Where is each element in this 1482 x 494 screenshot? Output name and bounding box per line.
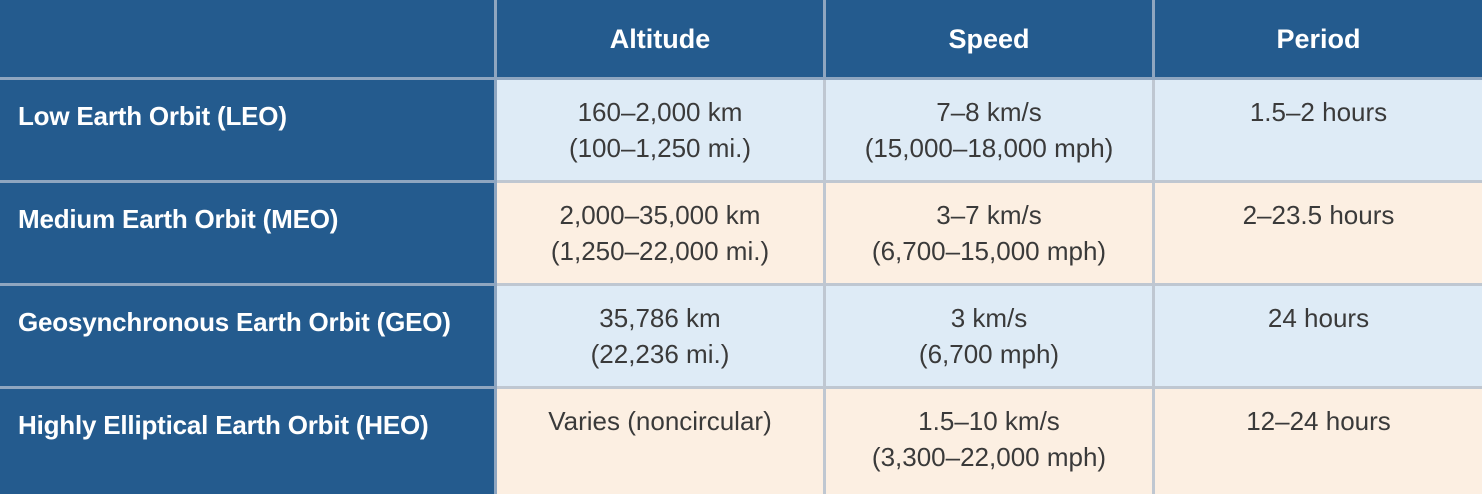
row-label-leo: Low Earth Orbit (LEO) (0, 80, 497, 183)
header-altitude: Altitude (497, 0, 826, 80)
period-value: 1.5–2 hours (1249, 97, 1388, 127)
row-label-geo: Geosynchronous Earth Orbit (GEO) (0, 286, 497, 389)
speed-kms: 1.5–10 km/s (918, 406, 1060, 436)
speed-kms: 3 km/s (950, 303, 1028, 333)
speed-kms: 7–8 km/s (936, 97, 1042, 127)
period-cell-heo: 12–24 hours (1155, 389, 1482, 494)
period-cell-leo: 1.5–2 hours (1155, 80, 1482, 183)
altitude-cell-meo: 2,000–35,000 km (1,250–22,000 mi.) (497, 183, 826, 286)
speed-kms: 3–7 km/s (936, 200, 1042, 230)
speed-mph: (15,000–18,000 mph) (864, 133, 1114, 163)
period-value: 12–24 hours (1246, 406, 1391, 436)
speed-cell-meo: 3–7 km/s (6,700–15,000 mph) (826, 183, 1155, 286)
altitude-km: 2,000–35,000 km (559, 200, 761, 230)
altitude-km: 35,786 km (599, 303, 721, 333)
period-value: 24 hours (1267, 303, 1370, 333)
altitude-cell-geo: 35,786 km (22,236 mi.) (497, 286, 826, 389)
altitude-cell-heo: Varies (noncircular) (497, 389, 826, 494)
altitude-mi: (100–1,250 mi.) (568, 133, 752, 163)
altitude-mi: (22,236 mi.) (590, 339, 730, 369)
speed-mph: (3,300–22,000 mph) (871, 442, 1107, 472)
header-corner-cell (0, 0, 497, 80)
speed-cell-heo: 1.5–10 km/s (3,300–22,000 mph) (826, 389, 1155, 494)
speed-mph: (6,700–15,000 mph) (871, 236, 1107, 266)
altitude-mi: (1,250–22,000 mi.) (550, 236, 770, 266)
speed-cell-geo: 3 km/s (6,700 mph) (826, 286, 1155, 389)
header-period: Period (1155, 0, 1482, 80)
period-value: 2–23.5 hours (1242, 200, 1395, 230)
row-label-meo: Medium Earth Orbit (MEO) (0, 183, 497, 286)
period-cell-meo: 2–23.5 hours (1155, 183, 1482, 286)
period-cell-geo: 24 hours (1155, 286, 1482, 389)
speed-cell-leo: 7–8 km/s (15,000–18,000 mph) (826, 80, 1155, 183)
altitude-cell-leo: 160–2,000 km (100–1,250 mi.) (497, 80, 826, 183)
altitude-text: Varies (noncircular) (548, 406, 772, 436)
speed-mph: (6,700 mph) (918, 339, 1060, 369)
header-speed: Speed (826, 0, 1155, 80)
altitude-km: 160–2,000 km (577, 97, 743, 127)
row-label-heo: Highly Elliptical Earth Orbit (HEO) (0, 389, 497, 494)
